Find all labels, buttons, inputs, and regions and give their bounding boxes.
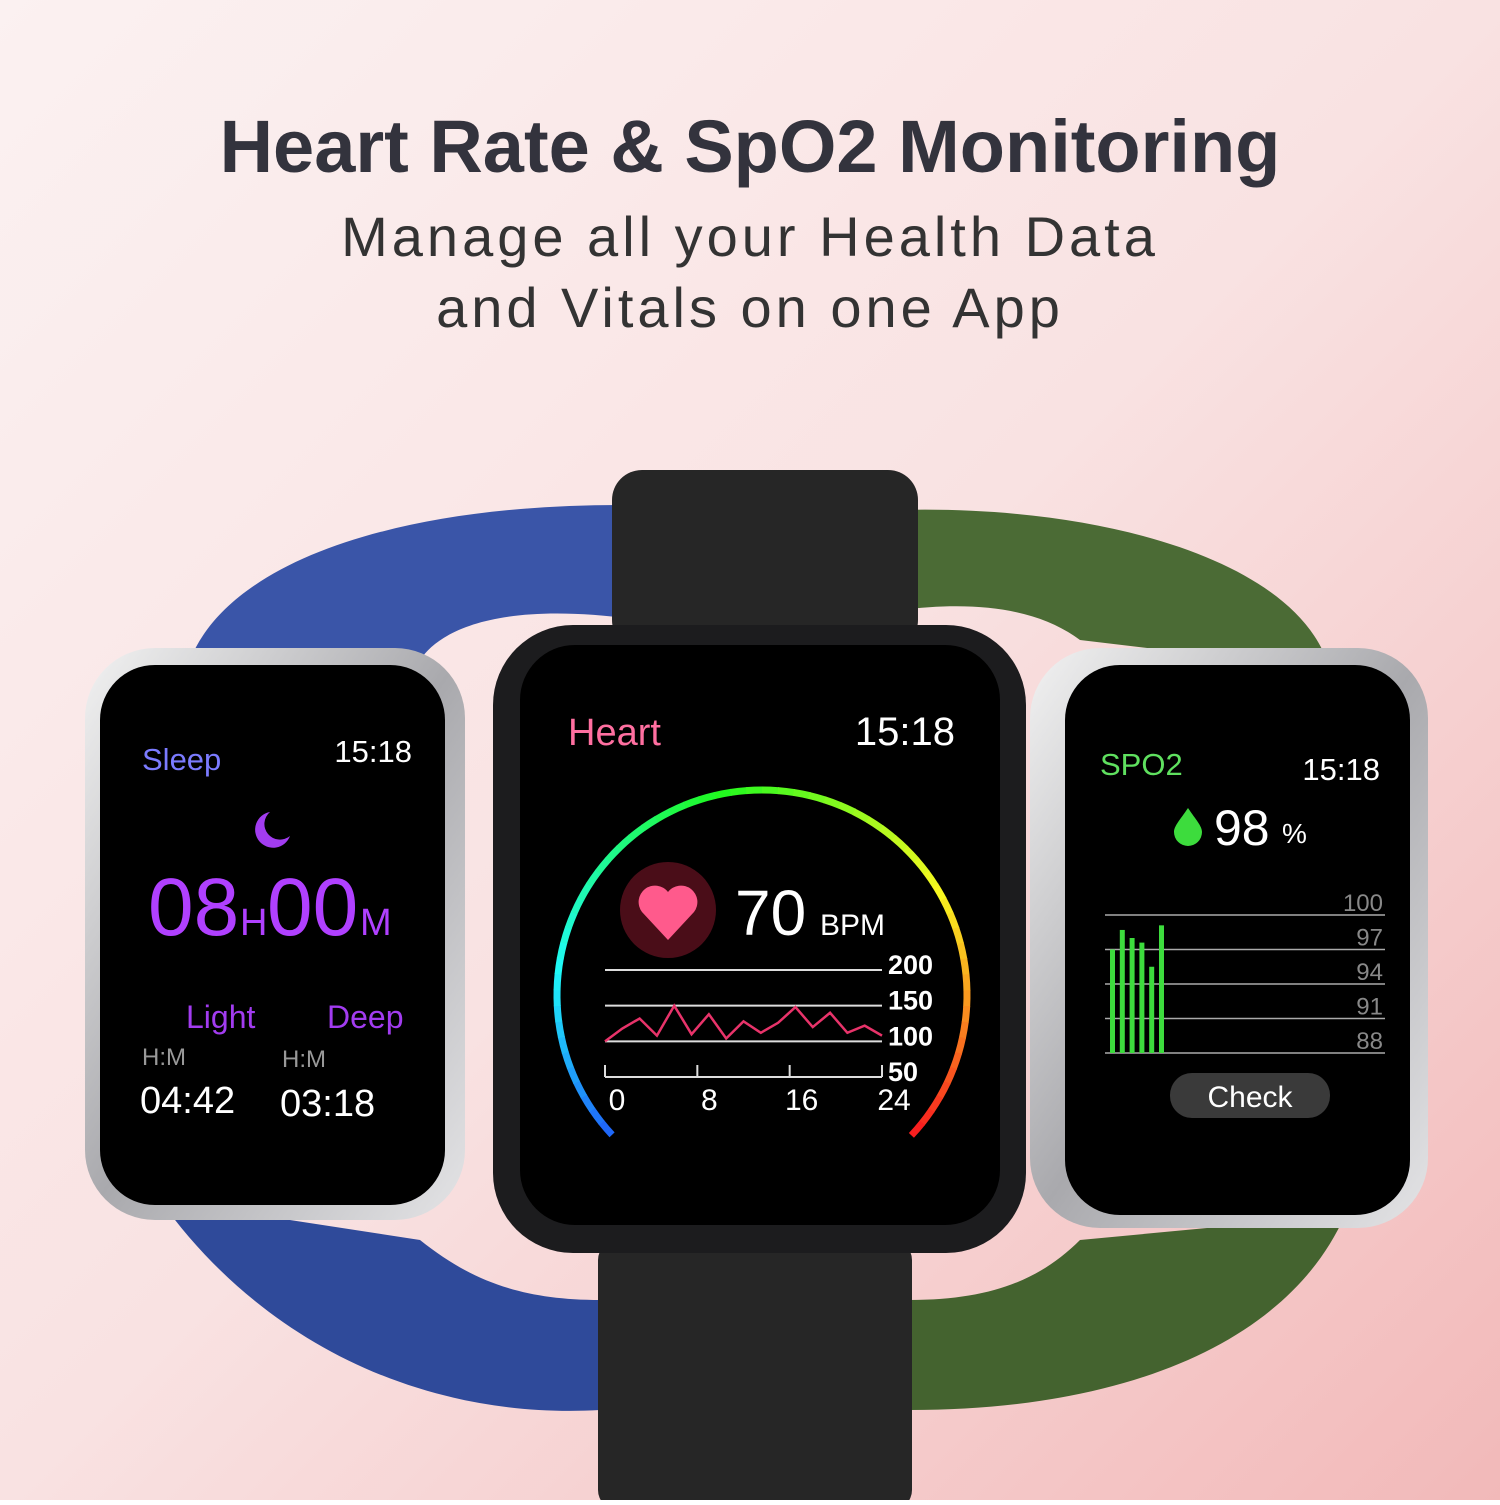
y-tick-label: 150 (888, 986, 933, 1016)
x-tick-label: 16 (785, 1084, 818, 1117)
clock: 15:18 (855, 710, 955, 754)
bar (1159, 925, 1164, 1053)
screen-label: Sleep (142, 742, 221, 777)
bpm-value: 70 (735, 877, 806, 949)
clock: 15:18 (334, 734, 412, 769)
gauge-segment (762, 790, 779, 791)
gauge-segment (746, 790, 763, 791)
gauge-segment (557, 1005, 559, 1022)
gauge-segment (794, 792, 810, 795)
gauge-segment (559, 1021, 562, 1037)
bar (1110, 950, 1115, 1054)
gauge-segment (956, 928, 961, 944)
gauge-segment (564, 927, 569, 943)
gauge-segment (964, 959, 966, 975)
gauge-segment (966, 974, 967, 991)
x-tick-label: 8 (701, 1084, 718, 1117)
black-strap (598, 1240, 912, 1500)
sleep-deep-value: 03:18 (280, 1083, 375, 1125)
sleep-light-label: Light (186, 999, 256, 1035)
gauge-segment (561, 1037, 565, 1053)
unit-label: H:M (282, 1046, 326, 1073)
sleep-unit: H (240, 902, 267, 944)
bar (1149, 967, 1154, 1053)
y-tick-label: 91 (1356, 994, 1383, 1021)
gauge-segment (560, 942, 564, 958)
unit-label: H:M (142, 1044, 186, 1071)
y-tick-label: 200 (888, 950, 933, 980)
sleep-unit: M (360, 902, 392, 944)
y-tick-label: 88 (1356, 1028, 1383, 1055)
clock: 15:18 (1302, 752, 1380, 787)
gauge-segment (965, 1006, 967, 1023)
gauge-segment (809, 795, 825, 799)
gauge-segment (778, 791, 795, 793)
y-tick-label: 100 (888, 1021, 933, 1051)
subtitle: and Vitals on one App (436, 276, 1064, 339)
y-tick-label: 100 (1343, 890, 1383, 917)
bar (1139, 943, 1144, 1053)
gauge-segment (960, 943, 964, 959)
gauge-segment (715, 792, 731, 795)
sleep-minutes: 00 (267, 862, 358, 953)
gauge-segment (557, 974, 558, 991)
gauge-segment (730, 791, 747, 793)
gauge-segment (558, 958, 560, 974)
x-tick-label: 0 (609, 1084, 626, 1117)
sleep-light-value: 04:42 (140, 1080, 235, 1122)
bpm-unit: BPM (820, 909, 885, 942)
bar (1130, 938, 1135, 1053)
gauge-segment (958, 1038, 962, 1054)
bar (1120, 930, 1125, 1053)
y-tick-label: 97 (1356, 925, 1383, 952)
screen-label: Heart (568, 712, 661, 754)
subtitle: Manage all your Health Data (341, 205, 1159, 268)
y-tick-label: 50 (888, 1057, 918, 1087)
black-strap (612, 470, 918, 650)
sleep-hours: 08 (148, 862, 239, 953)
sleep-deep-label: Deep (327, 999, 404, 1035)
gauge-segment (700, 795, 716, 799)
spo2-value: 98 (1214, 800, 1270, 856)
y-tick-label: 94 (1356, 959, 1383, 986)
gauge-segment (962, 1022, 965, 1038)
check-button-label[interactable]: Check (1207, 1081, 1293, 1114)
screen-label: SPO2 (1100, 747, 1183, 782)
x-tick-label: 24 (877, 1084, 910, 1117)
title: Heart Rate & SpO2 Monitoring (220, 105, 1281, 188)
spo2-unit: % (1282, 818, 1307, 849)
